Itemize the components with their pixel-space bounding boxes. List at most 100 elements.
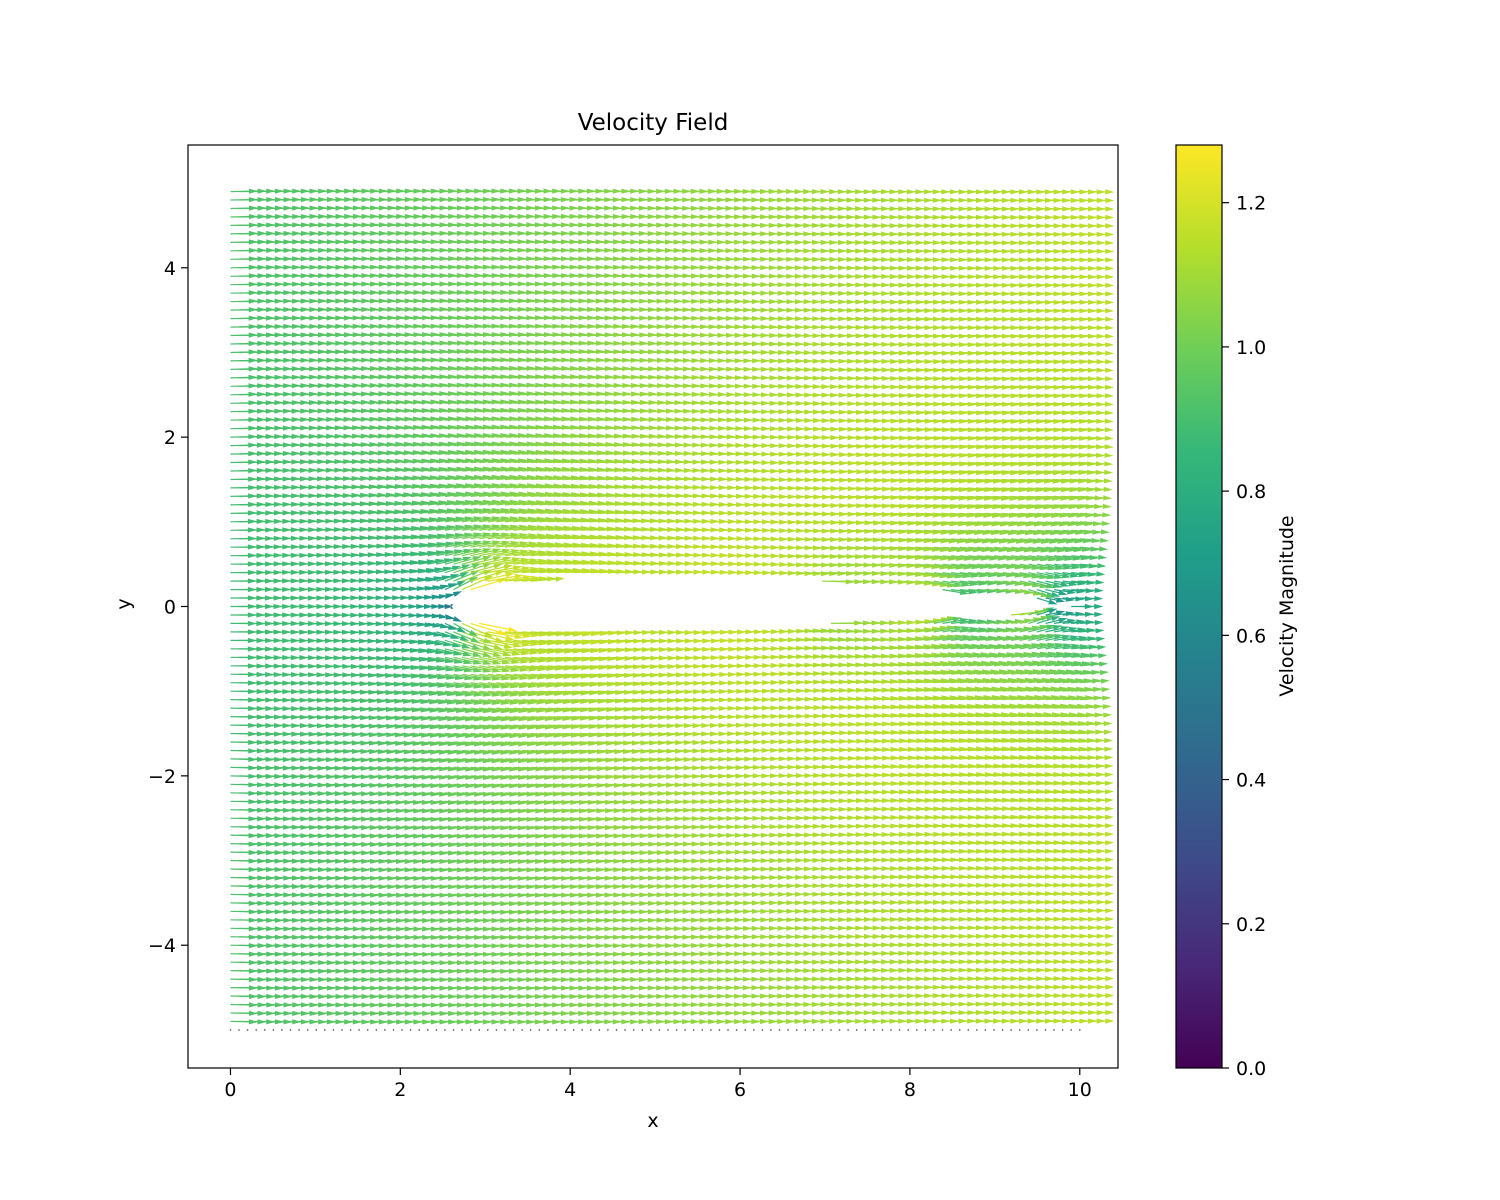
quiver-arrow bbox=[924, 1029, 927, 1031]
quiver-arrow bbox=[410, 858, 440, 864]
quiver-arrow bbox=[985, 806, 1020, 812]
quiver-arrow bbox=[496, 867, 527, 873]
quiver-arrow bbox=[367, 833, 397, 839]
quiver-arrow bbox=[556, 825, 588, 831]
quiver-arrow bbox=[804, 1029, 807, 1031]
quiver-arrow bbox=[598, 1029, 601, 1031]
quiver-arrow bbox=[462, 884, 492, 890]
quiver-arrow bbox=[1062, 806, 1097, 812]
quiver-arrow bbox=[505, 867, 536, 873]
quiver-arrow bbox=[1079, 925, 1115, 931]
quiver-arrow bbox=[349, 1029, 352, 1031]
quiver-arrow bbox=[1079, 848, 1115, 854]
quiver-arrow bbox=[522, 867, 553, 873]
quiver-arrow bbox=[753, 1029, 755, 1031]
quiver-arrow bbox=[1045, 848, 1080, 854]
quiver-arrow bbox=[838, 1029, 841, 1031]
quiver-arrow bbox=[487, 867, 519, 873]
quiver-arrow bbox=[393, 841, 423, 848]
quiver-arrow bbox=[410, 867, 440, 873]
quiver-arrow bbox=[1027, 1029, 1030, 1031]
quiver-arrow bbox=[444, 867, 475, 873]
quiver-arrow bbox=[478, 1029, 481, 1031]
quiver-arrow bbox=[641, 1029, 644, 1031]
quiver-arrow bbox=[419, 850, 449, 856]
quiver-arrow bbox=[830, 1029, 832, 1031]
quiver-arrow bbox=[1079, 1029, 1081, 1031]
quiver-arrow bbox=[513, 867, 545, 873]
quiver-arrow bbox=[367, 816, 397, 822]
quiver-arrow bbox=[444, 884, 475, 890]
quiver-arrow bbox=[530, 850, 562, 856]
quiver-arrow bbox=[410, 850, 440, 856]
quiver-arrow bbox=[1079, 865, 1115, 871]
quiver-arrow bbox=[505, 884, 536, 890]
quiver-arrow bbox=[1002, 823, 1037, 829]
quiver-arrow bbox=[1045, 840, 1080, 846]
quiver-arrow bbox=[306, 1029, 309, 1031]
quiver-arrow bbox=[522, 850, 553, 856]
quiver-arrow bbox=[1079, 942, 1115, 948]
quiver-arrow bbox=[951, 806, 986, 812]
quiver-arrow bbox=[376, 833, 405, 839]
quiver-arrow bbox=[813, 1029, 815, 1031]
quiver-arrow bbox=[402, 841, 431, 848]
quiver-arrow bbox=[916, 1029, 918, 1031]
quiver-arrow bbox=[427, 1029, 429, 1031]
quiver-arrow bbox=[1079, 908, 1115, 914]
quiver-arrow bbox=[821, 1029, 824, 1031]
quiver-arrow bbox=[298, 1029, 300, 1031]
quiver-arrow bbox=[427, 884, 458, 890]
quiver-arrow bbox=[427, 867, 458, 873]
quiver-arrow bbox=[795, 1029, 798, 1031]
quiver-arrow bbox=[590, 1029, 592, 1031]
quiver-arrow bbox=[976, 823, 1011, 829]
quiver-arrow bbox=[1002, 814, 1037, 820]
quiver-arrow bbox=[479, 884, 510, 890]
quiver-arrow bbox=[418, 1029, 421, 1031]
quiver-arrow bbox=[761, 1029, 764, 1031]
quiver-arrow bbox=[667, 1029, 669, 1031]
quiver-arrow bbox=[581, 1029, 583, 1031]
quiver-arrow bbox=[529, 1029, 532, 1031]
quiver-arrow bbox=[1079, 823, 1115, 829]
quiver-arrow bbox=[1079, 950, 1115, 956]
quiver-arrow bbox=[359, 816, 388, 822]
quiver-arrow bbox=[384, 1029, 386, 1031]
quiver-arrow bbox=[933, 1029, 935, 1031]
quiver-arrow bbox=[684, 1029, 686, 1031]
quiver-arrow bbox=[950, 1029, 952, 1031]
quiver-arrow bbox=[675, 1029, 678, 1031]
quiver-arrow bbox=[1045, 823, 1080, 829]
quiver-arrow bbox=[496, 884, 527, 890]
quiver-arrow bbox=[470, 622, 508, 635]
quiver-arrow bbox=[419, 867, 449, 873]
quiver-arrow bbox=[1028, 814, 1063, 820]
quiver-arrow bbox=[539, 841, 571, 848]
quiver-arrow bbox=[504, 1029, 506, 1031]
quiver-arrow bbox=[573, 816, 606, 822]
quiver-arrow bbox=[1045, 814, 1080, 820]
quiver-arrow bbox=[453, 884, 484, 890]
quiver-arrow bbox=[555, 1029, 558, 1031]
quiver-arrow bbox=[985, 814, 1020, 820]
quiver-arrow bbox=[1079, 933, 1115, 939]
quiver-arrow bbox=[358, 1029, 360, 1031]
quiver-arrow bbox=[453, 867, 484, 873]
quiver-arrow bbox=[1045, 806, 1080, 812]
quiver-arrow bbox=[366, 1029, 369, 1031]
quiver-arrow bbox=[513, 850, 545, 856]
quiver-arrow bbox=[255, 1029, 257, 1031]
quiver-arrow bbox=[855, 1029, 858, 1031]
quiver-arrow bbox=[556, 841, 588, 848]
quiver-field bbox=[229, 188, 1115, 1031]
quiver-arrow bbox=[624, 1029, 626, 1031]
quiver-arrow bbox=[701, 1029, 704, 1031]
quiver-arrow bbox=[1079, 976, 1115, 982]
quiver-arrow bbox=[359, 799, 388, 805]
quiver-arrow bbox=[479, 867, 510, 873]
quiver-arrow bbox=[1079, 1010, 1115, 1016]
quiver-arrow bbox=[462, 867, 492, 873]
quiver-arrow bbox=[968, 814, 1003, 820]
quiver-arrow bbox=[264, 1029, 266, 1031]
